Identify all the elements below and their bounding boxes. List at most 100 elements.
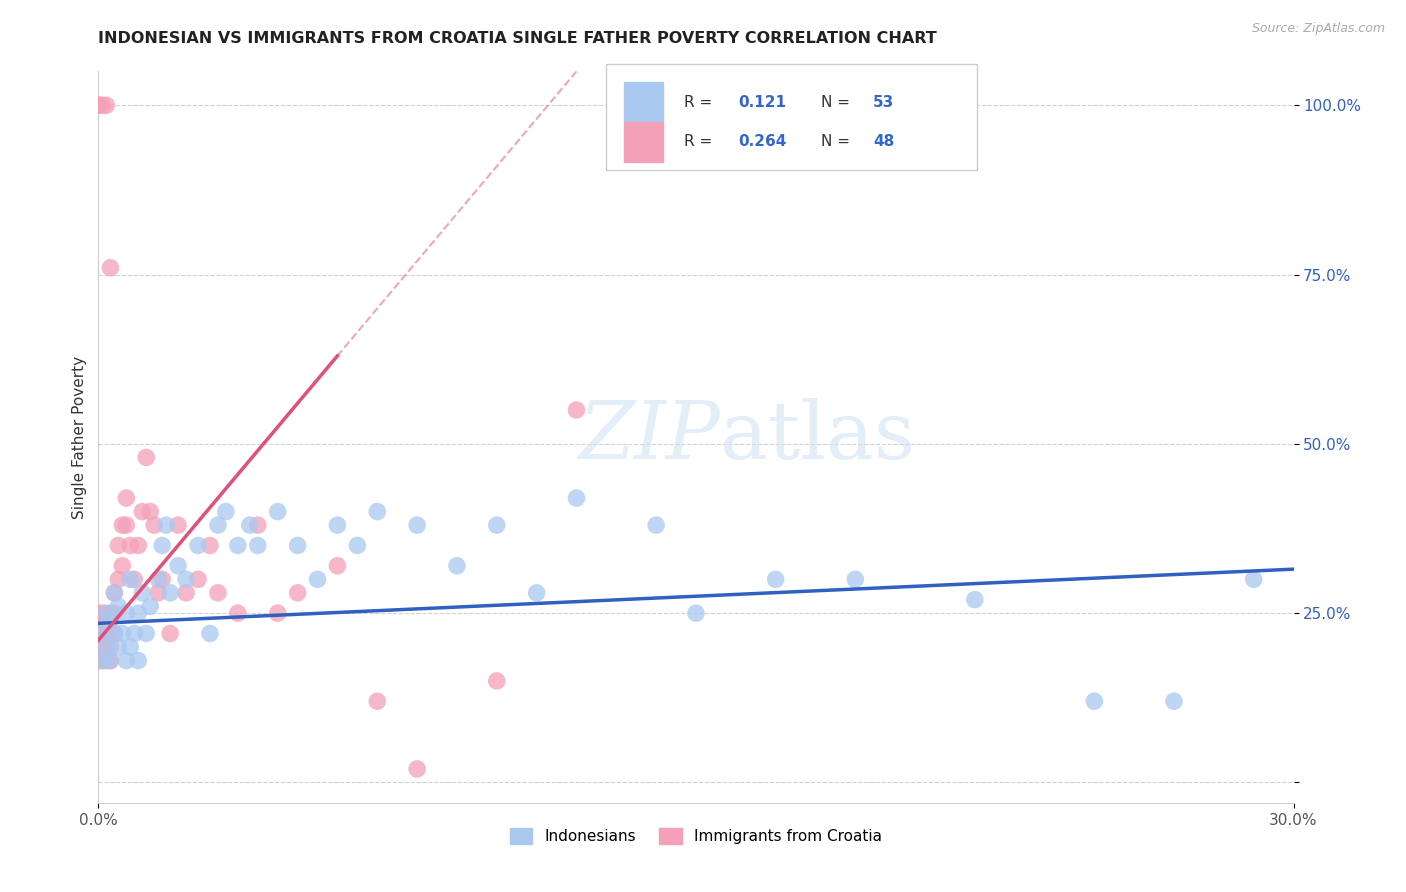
- Point: [103, 586, 125, 600]
- Point: [87, 98, 110, 112]
- Point: [98, 654, 122, 668]
- Point: [131, 505, 153, 519]
- Point: [287, 586, 309, 600]
- Point: [1163, 694, 1185, 708]
- Point: [87, 613, 110, 627]
- Point: [215, 505, 238, 519]
- Point: [485, 518, 508, 533]
- Point: [107, 538, 129, 552]
- Point: [159, 626, 181, 640]
- Point: [366, 505, 388, 519]
- Point: [198, 626, 221, 640]
- Point: [287, 538, 309, 552]
- Point: [174, 586, 197, 600]
- Point: [115, 654, 138, 668]
- Point: [127, 606, 149, 620]
- Point: [267, 606, 290, 620]
- Point: [98, 606, 122, 620]
- Text: Source: ZipAtlas.com: Source: ZipAtlas.com: [1251, 22, 1385, 36]
- Point: [765, 572, 787, 586]
- Point: [91, 654, 114, 668]
- Point: [174, 572, 197, 586]
- Point: [96, 606, 118, 620]
- Point: [107, 572, 129, 586]
- Point: [565, 491, 588, 505]
- Point: [120, 640, 142, 654]
- Point: [406, 518, 429, 533]
- Point: [96, 98, 118, 112]
- Point: [963, 592, 986, 607]
- Point: [267, 505, 290, 519]
- Text: 53: 53: [873, 95, 894, 110]
- Point: [246, 518, 269, 533]
- Point: [120, 538, 142, 552]
- Point: [565, 403, 588, 417]
- Point: [239, 518, 262, 533]
- Point: [1083, 694, 1105, 708]
- Point: [685, 606, 707, 620]
- Point: [98, 640, 122, 654]
- Point: [96, 640, 118, 654]
- Text: R =: R =: [685, 95, 717, 110]
- Point: [187, 572, 209, 586]
- Point: [103, 626, 125, 640]
- Point: [87, 606, 110, 620]
- Point: [87, 626, 110, 640]
- Text: R =: R =: [685, 135, 717, 149]
- Point: [96, 640, 118, 654]
- Point: [87, 98, 110, 112]
- Point: [124, 626, 146, 640]
- Y-axis label: Single Father Poverty: Single Father Poverty: [72, 356, 87, 518]
- Point: [103, 626, 125, 640]
- Point: [139, 599, 162, 614]
- Point: [111, 626, 134, 640]
- FancyBboxPatch shape: [606, 64, 977, 170]
- Bar: [624, 121, 662, 161]
- Point: [107, 599, 129, 614]
- Point: [135, 450, 157, 465]
- Point: [326, 558, 349, 573]
- Text: 48: 48: [873, 135, 894, 149]
- Point: [87, 640, 110, 654]
- Point: [485, 673, 508, 688]
- Point: [207, 586, 229, 600]
- Point: [111, 518, 134, 533]
- Point: [155, 518, 177, 533]
- Text: INDONESIAN VS IMMIGRANTS FROM CROATIA SINGLE FATHER POVERTY CORRELATION CHART: INDONESIAN VS IMMIGRANTS FROM CROATIA SI…: [98, 31, 938, 46]
- Point: [645, 518, 668, 533]
- Legend: Indonesians, Immigrants from Croatia: Indonesians, Immigrants from Croatia: [503, 822, 889, 850]
- Point: [139, 505, 162, 519]
- Point: [148, 572, 170, 586]
- Point: [198, 538, 221, 552]
- Point: [246, 538, 269, 552]
- Text: atlas: atlas: [720, 398, 915, 476]
- Point: [91, 606, 114, 620]
- Point: [326, 518, 349, 533]
- Point: [226, 606, 249, 620]
- Point: [148, 586, 170, 600]
- Point: [226, 538, 249, 552]
- Point: [91, 626, 114, 640]
- Point: [150, 538, 173, 552]
- Text: ZIP: ZIP: [578, 399, 720, 475]
- Point: [120, 572, 142, 586]
- Point: [98, 260, 122, 275]
- Point: [127, 538, 149, 552]
- Text: N =: N =: [821, 95, 855, 110]
- Point: [167, 518, 190, 533]
- Point: [406, 762, 429, 776]
- Point: [96, 626, 118, 640]
- Point: [115, 491, 138, 505]
- Point: [87, 654, 110, 668]
- Text: 0.264: 0.264: [738, 135, 786, 149]
- Point: [107, 640, 129, 654]
- Point: [103, 586, 125, 600]
- Point: [91, 654, 114, 668]
- Point: [307, 572, 329, 586]
- Point: [366, 694, 388, 708]
- Point: [98, 613, 122, 627]
- Point: [115, 606, 138, 620]
- Point: [446, 558, 468, 573]
- Point: [135, 626, 157, 640]
- Point: [91, 98, 114, 112]
